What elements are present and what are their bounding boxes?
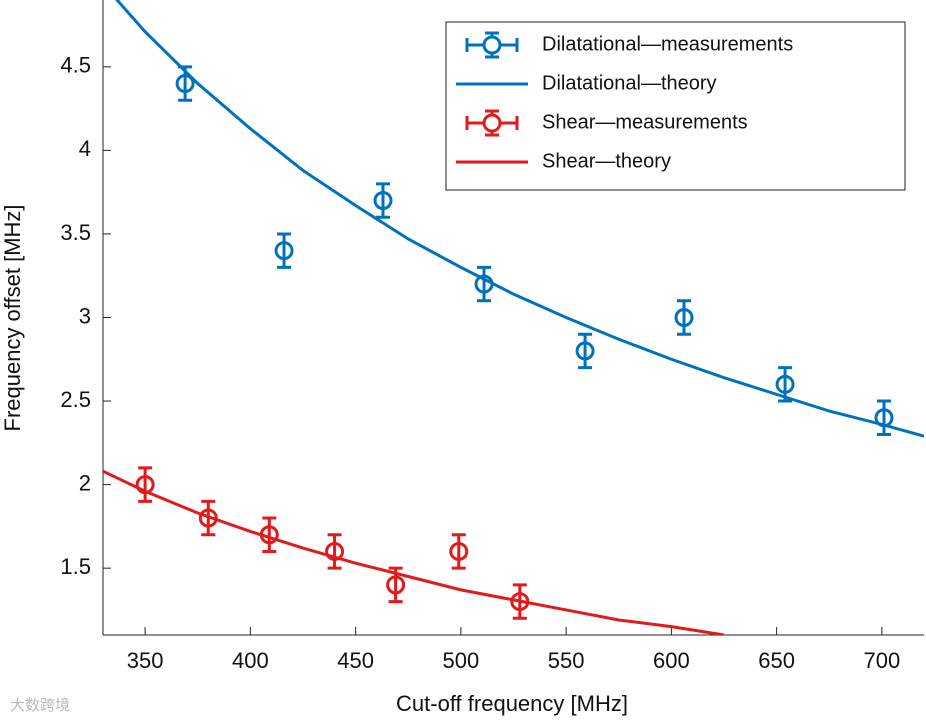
error-bar — [262, 516, 277, 553]
y-tick-label: 3 — [79, 303, 91, 328]
y-axis-label: Frequency offset [MHz] — [0, 204, 25, 431]
error-bar — [138, 466, 153, 503]
error-bar — [677, 299, 692, 336]
error-bar — [451, 533, 466, 570]
marker — [674, 308, 694, 327]
legend-marker — [482, 113, 502, 133]
error-bar — [277, 232, 292, 269]
legend-label: Dilatational—measurements — [542, 33, 793, 55]
marker — [274, 241, 294, 261]
y-tick-label: 4 — [79, 136, 91, 161]
marker — [373, 191, 393, 211]
marker — [325, 541, 345, 561]
error-bar — [477, 265, 492, 303]
x-axis-label: Cut-off frequency [MHz] — [396, 691, 628, 716]
marker — [575, 341, 595, 361]
y-tick-label: 3.5 — [60, 220, 91, 245]
y-tick-label: 2.5 — [60, 387, 91, 412]
x-tick-label: 700 — [864, 648, 901, 673]
error-bar — [327, 533, 342, 570]
x-tick-label: 400 — [232, 648, 269, 673]
x-tick-label: 650 — [758, 648, 795, 673]
marker — [775, 374, 795, 394]
error-bar — [375, 182, 390, 219]
theory-line — [115, 0, 924, 438]
x-tick-label: 500 — [443, 648, 480, 673]
x-tick-label: 600 — [653, 648, 690, 673]
y-tick-label: 2 — [79, 470, 91, 495]
error-bar — [578, 332, 593, 370]
x-tick-label: 350 — [127, 648, 164, 673]
y-tick-label: 4.5 — [60, 53, 91, 78]
x-tick-label: 550 — [548, 648, 585, 673]
marker — [449, 541, 469, 561]
theory-line — [103, 469, 725, 635]
marker — [386, 575, 406, 595]
x-tick-label: 450 — [337, 648, 374, 673]
plot-area — [103, 0, 924, 635]
legend-label: Shear—theory — [542, 150, 671, 172]
watermark: 大数跨境 — [10, 696, 70, 714]
legend-marker — [482, 35, 502, 55]
error-bar — [877, 399, 892, 436]
y-tick-label: 1.5 — [60, 554, 91, 579]
legend-label: Shear—measurements — [542, 111, 748, 133]
legend-label: Dilatational—theory — [542, 72, 717, 94]
marker — [175, 74, 195, 94]
